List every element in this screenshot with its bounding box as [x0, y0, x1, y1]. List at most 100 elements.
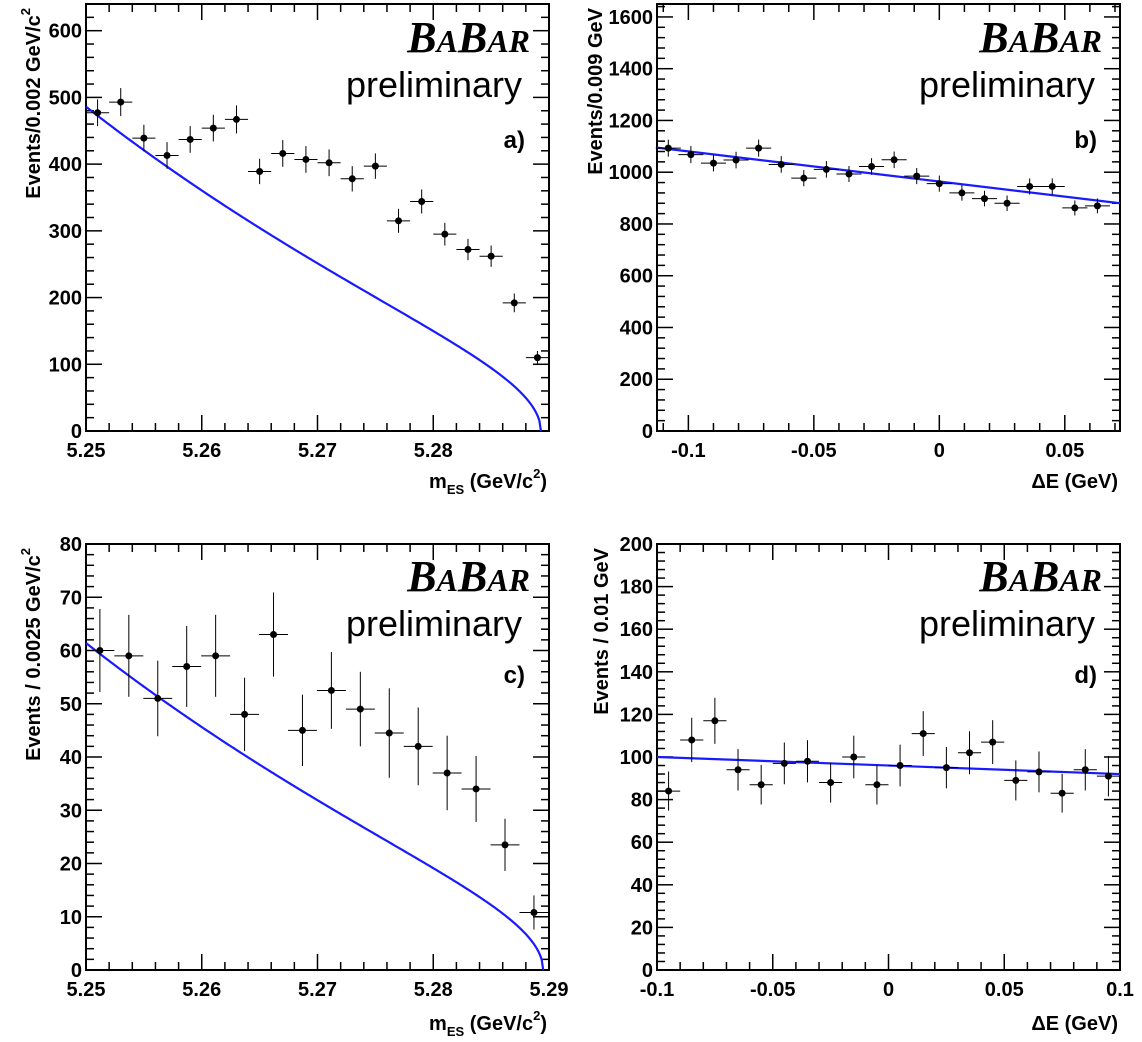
data-point — [768, 156, 794, 173]
data-point — [791, 170, 817, 187]
data-marker — [371, 162, 379, 170]
y-tick-label: 100 — [620, 747, 653, 769]
data-marker — [464, 246, 472, 254]
data-marker — [443, 769, 451, 777]
data-marker — [850, 753, 858, 761]
data-point — [911, 711, 935, 756]
preliminary-label: preliminary — [346, 64, 522, 105]
x-tick-label: 5.27 — [298, 440, 337, 462]
data-point — [386, 208, 411, 233]
x-tick-label: 5.25 — [67, 440, 106, 462]
fit-curve — [85, 105, 542, 432]
data-marker — [163, 151, 171, 159]
data-point — [410, 189, 434, 214]
data-marker — [1012, 776, 1020, 784]
data-point — [926, 175, 952, 192]
data-marker — [709, 159, 717, 167]
data-point — [819, 762, 843, 803]
data-marker — [530, 908, 538, 916]
y-tick-label: 60 — [631, 832, 653, 854]
data-point — [287, 694, 317, 767]
y-tick-label: 400 — [49, 154, 82, 176]
data-marker — [441, 230, 449, 238]
data-point — [795, 740, 820, 783]
data-marker — [1071, 204, 1079, 212]
data-marker — [845, 170, 853, 178]
x-tick-label: 5.27 — [298, 979, 337, 1001]
panel-d: -0.1 -0.05 0 0.05 0.1 0 20 40 60 80 100 120 140 160 18… — [591, 534, 1134, 1035]
data-marker — [325, 159, 333, 167]
y-tick-label: 40 — [631, 875, 653, 897]
data-point — [772, 742, 796, 785]
data-point — [259, 592, 288, 677]
x-axis-label: mES (GeV/c2) — [429, 466, 547, 497]
data-marker — [711, 717, 719, 725]
x-tick-label: 5.26 — [182, 979, 221, 1001]
data-point — [994, 195, 1020, 212]
data-point — [655, 139, 681, 157]
data-point — [1050, 773, 1074, 813]
data-marker — [298, 726, 306, 734]
data-point — [316, 652, 346, 729]
data-point — [680, 717, 704, 763]
x-tick-label: -0.05 — [750, 979, 796, 1001]
data-marker — [385, 729, 393, 737]
y-tick-label: 160 — [620, 619, 653, 641]
data-marker — [1048, 182, 1056, 190]
data-point — [248, 158, 272, 185]
data-marker — [1081, 766, 1089, 774]
data-point — [432, 735, 462, 811]
y-tick-label: 50 — [60, 694, 82, 716]
y-tick-label: 200 — [620, 369, 653, 391]
data-point — [859, 158, 885, 175]
x-axis-label: ΔE (GeV) — [1031, 471, 1118, 493]
y-tick-label: 600 — [49, 21, 82, 43]
y-tick-label: 20 — [60, 854, 82, 876]
data-point — [678, 146, 704, 164]
y-tick-label: 80 — [631, 790, 653, 812]
data-marker — [96, 647, 104, 654]
data-marker — [270, 631, 278, 639]
data-marker — [868, 163, 876, 171]
data-marker — [186, 135, 194, 143]
data-marker — [125, 652, 133, 660]
y-tick-label: 0 — [71, 421, 82, 443]
data-marker — [1026, 182, 1034, 190]
data-point — [1027, 751, 1051, 793]
data-marker — [212, 652, 220, 660]
data-point — [1017, 178, 1043, 195]
data-marker — [688, 736, 696, 744]
data-marker — [919, 730, 927, 738]
y-tick-label: 1400 — [609, 59, 654, 81]
data-point — [490, 818, 520, 871]
data-point — [114, 614, 144, 697]
data-point — [881, 151, 907, 169]
data-marker — [822, 165, 830, 173]
data-point — [201, 114, 225, 142]
panel-c: 5.25 5.26 5.27 5.28 5.29 0 10 20 30 40 50 60 70 80 BAB… — [18, 534, 568, 1039]
y-tick-label: 200 — [620, 534, 653, 556]
data-marker — [414, 742, 422, 750]
preliminary-label: preliminary — [919, 64, 1095, 105]
x-tick-label: -0.1 — [671, 440, 705, 462]
data-point — [143, 660, 173, 737]
y-tick-label: 180 — [620, 577, 653, 599]
data-point — [502, 293, 526, 313]
data-marker — [533, 354, 541, 362]
data-point — [155, 142, 179, 169]
y-tick-label: 100 — [49, 354, 82, 376]
panel-label: d) — [1074, 662, 1097, 689]
y-tick-label: 0 — [71, 960, 82, 982]
data-marker — [232, 115, 240, 123]
data-marker — [757, 781, 765, 789]
data-point — [842, 735, 866, 779]
y-axis-label: Events/0.009 GeV — [585, 7, 607, 174]
data-marker — [777, 160, 785, 168]
data-marker — [1093, 202, 1101, 210]
x-tick-label: 0.05 — [985, 979, 1024, 1001]
babar-logo: BABAR — [978, 13, 1102, 62]
y-tick-label: 0 — [642, 421, 653, 443]
data-point — [86, 99, 110, 127]
data-point — [703, 697, 727, 744]
x-tick-label: 5.29 — [530, 979, 569, 1001]
